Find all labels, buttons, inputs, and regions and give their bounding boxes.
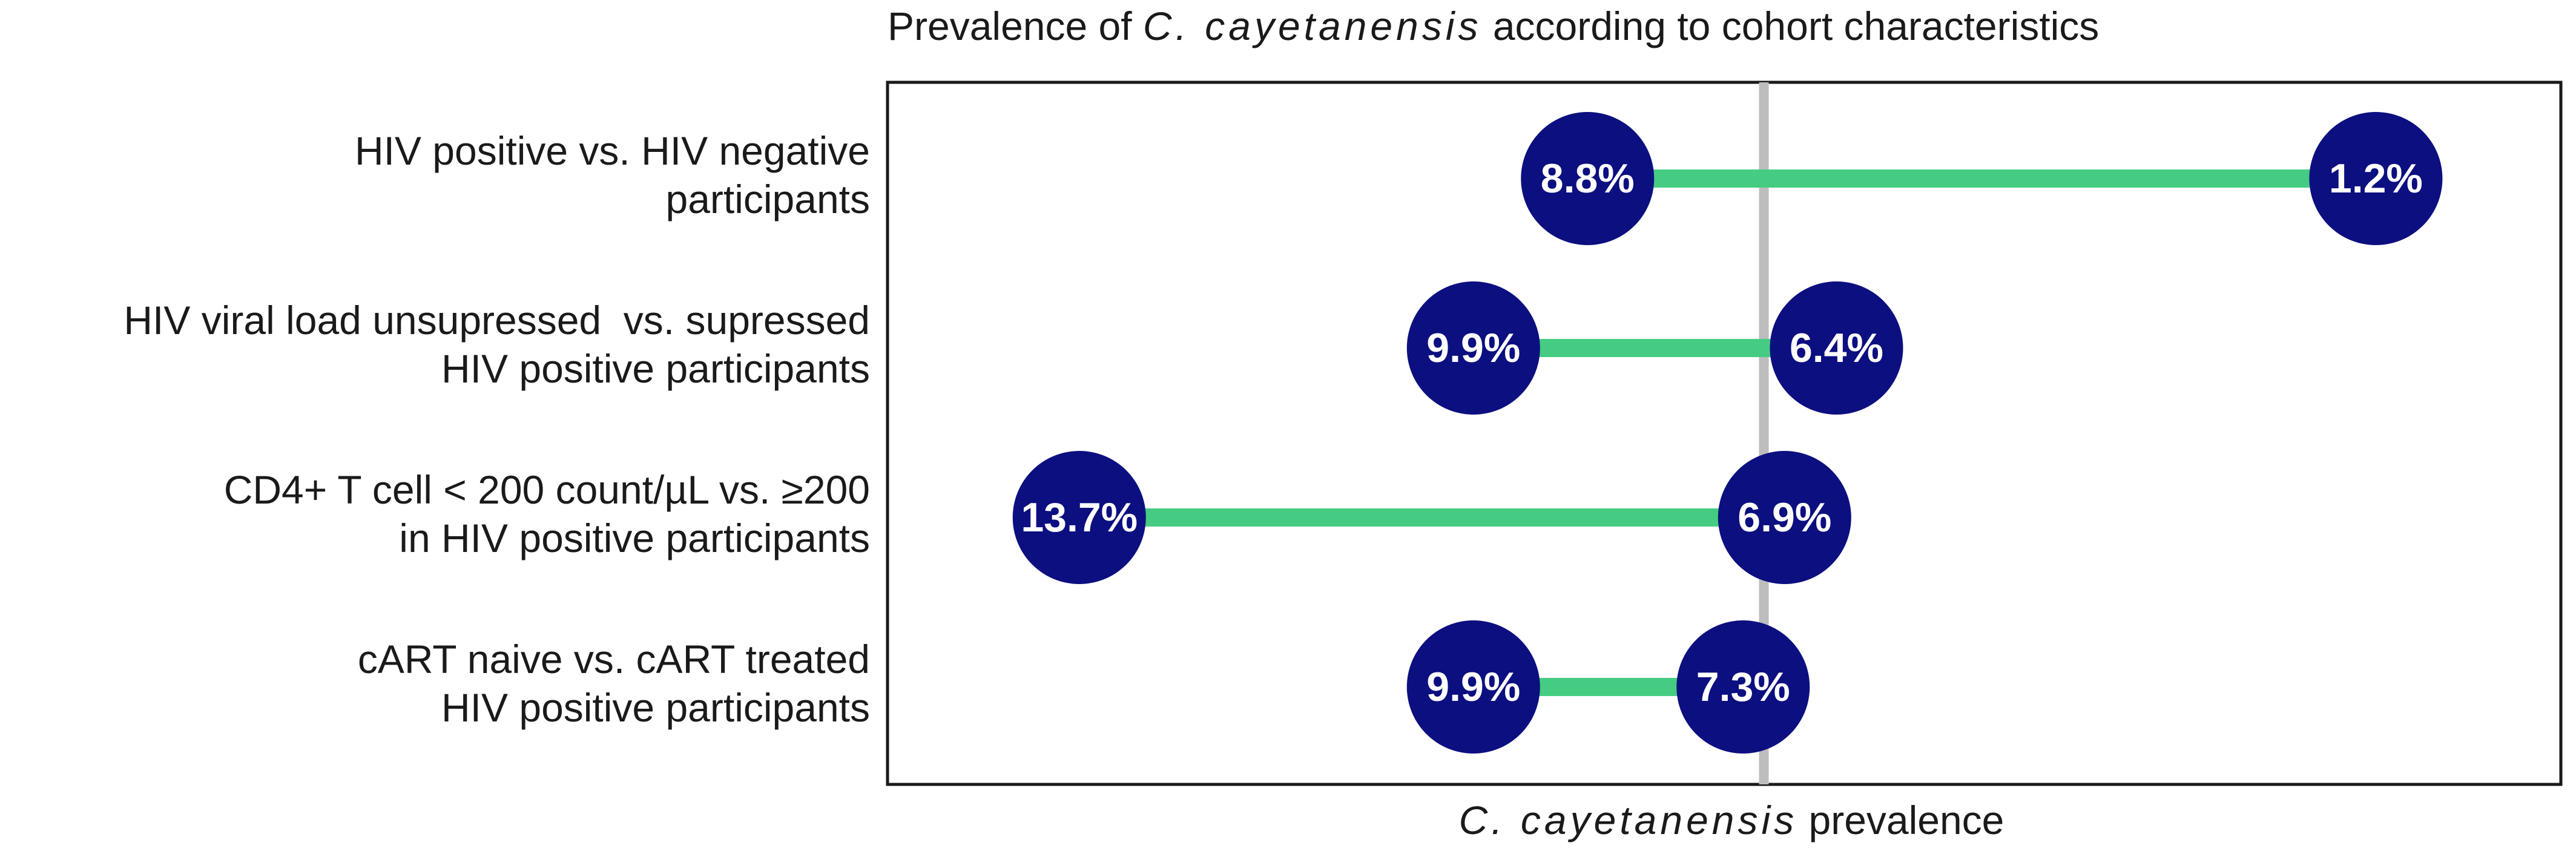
row-labels: HIV positive vs. HIV negative participant… (124, 128, 870, 730)
plot-frame (886, 80, 2563, 786)
left-value-label: 8.8% (1541, 156, 1635, 202)
left-point (1406, 281, 1540, 415)
left-point (1406, 620, 1540, 754)
right-point (1770, 281, 1903, 415)
left-value-label: 9.9% (1426, 664, 1520, 710)
xlabel-organism: C. cayetanensis (1459, 798, 1798, 843)
row-label: HIV viral load unsupressed vs. supressed… (124, 298, 870, 391)
row-label: CD4+ T cell < 200 count/µL vs. ≥200 in HI… (224, 467, 870, 560)
left-value-label: 13.7% (1021, 494, 1138, 540)
right-value-label: 1.2% (2329, 156, 2423, 202)
row-label-line: participants (665, 177, 870, 222)
left-value-label: 9.9% (1426, 325, 1520, 371)
row-label-line: cART naive vs. cART treated (358, 637, 870, 682)
right-point (1676, 620, 1810, 754)
title-organism: C. cayetanensis (1143, 4, 1482, 48)
title-prefix: Prevalence of (888, 4, 1143, 48)
row-label-line: HIV positive vs. HIV negative (355, 128, 870, 173)
title-suffix: according to cohort characteristics (1482, 4, 2100, 48)
row-label: cART naive vs. cART treated HIV positive … (358, 637, 870, 730)
chart-marks: 8.8% 1.2% 9.9% 6.4% 13.7% 6.9% 9.9% 7.3% (1012, 112, 2443, 754)
xlabel-suffix: prevalence (1797, 798, 2004, 843)
row-label-line: in HIV positive participants (399, 516, 870, 560)
left-point (1521, 112, 1655, 245)
right-value-label: 7.3% (1696, 664, 1790, 710)
row-label: HIV positive vs. HIV negative participant… (355, 128, 870, 222)
right-value-label: 6.9% (1738, 494, 1831, 540)
right-point (2309, 112, 2443, 245)
row-label-line: HIV positive participants (441, 685, 870, 730)
row-label-line: CD4+ T cell < 200 count/µL vs. ≥200 (224, 467, 870, 512)
right-point (1718, 451, 1851, 584)
x-axis-label: C. cayetanensis prevalence (1459, 798, 2004, 843)
right-value-label: 6.4% (1790, 325, 1883, 371)
left-point (1012, 451, 1146, 584)
row-label-line: HIV positive participants (441, 346, 870, 391)
row-label-line: HIV viral load unsupressed vs. supressed (124, 298, 870, 343)
chart-title: Prevalence of C. cayetanensis according … (888, 4, 2099, 48)
